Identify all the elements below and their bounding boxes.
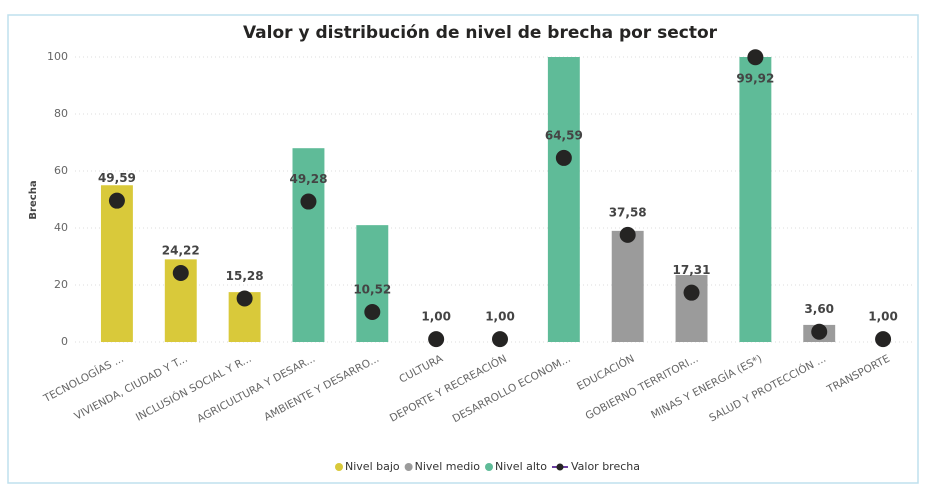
data-label: 1,00 (421, 310, 451, 324)
y-tick-label: 40 (54, 221, 68, 234)
marker (364, 304, 381, 321)
data-label: 49,59 (98, 171, 136, 185)
legend-swatch (556, 463, 564, 471)
legend-label: Nivel alto (495, 460, 547, 473)
marker (811, 323, 828, 340)
y-tick-label: 80 (54, 107, 68, 120)
data-label: 3,60 (804, 302, 834, 316)
marker (108, 192, 125, 209)
bar (356, 225, 389, 342)
legend-label: Nivel bajo (345, 460, 400, 473)
marker (683, 284, 700, 301)
marker (747, 49, 764, 66)
y-tick-label: 20 (54, 278, 68, 291)
data-label: 15,28 (226, 269, 264, 283)
data-label: 24,22 (162, 243, 200, 257)
data-label: 1,00 (868, 310, 898, 324)
data-label: 1,00 (485, 310, 515, 324)
marker (875, 331, 892, 348)
data-label: 10,52 (353, 283, 391, 297)
bar (292, 148, 325, 342)
data-label: 99,92 (736, 72, 774, 86)
bar (100, 185, 133, 342)
data-label: 49,28 (289, 172, 327, 186)
chart-title: Valor y distribución de nivel de brecha … (243, 23, 718, 43)
marker (619, 226, 636, 243)
bar (547, 57, 580, 342)
marker (428, 331, 445, 348)
legend-swatch (485, 463, 494, 471)
bar (611, 230, 644, 342)
y-tick-label: 60 (54, 164, 68, 177)
bar (739, 57, 772, 342)
marker (300, 193, 317, 210)
y-tick-label: 100 (47, 50, 68, 63)
data-label: 64,59 (545, 128, 583, 142)
marker (492, 331, 508, 348)
data-label: 37,58 (609, 205, 647, 219)
marker (236, 290, 253, 307)
data-label: 17,31 (673, 263, 711, 277)
y-axis-label: Brecha (28, 180, 39, 219)
y-tick-label: 0 (61, 335, 68, 348)
legend-swatch (404, 463, 413, 471)
legend-swatch (335, 463, 344, 471)
legend-label: Nivel medio (415, 460, 481, 473)
marker (172, 264, 189, 281)
marker (555, 149, 572, 166)
legend-label: Valor brecha (571, 460, 640, 473)
legend: Nivel bajo Nivel medio Nivel alto Valor bre… (335, 460, 640, 473)
